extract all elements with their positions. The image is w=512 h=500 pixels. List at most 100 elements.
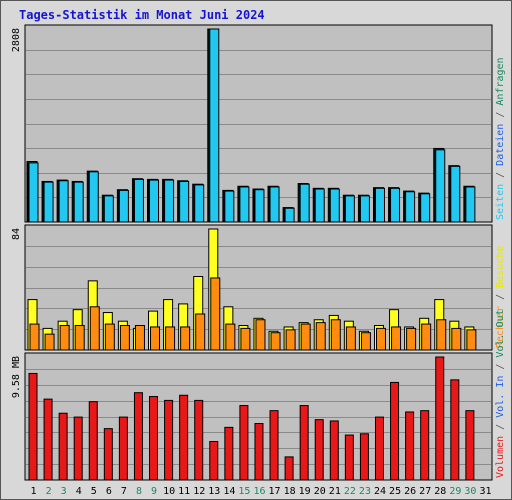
bar-rechner-26: [406, 327, 417, 351]
bar-rechner-18: [285, 329, 296, 351]
bar-seiten-8: [133, 178, 144, 223]
bar-volumen-21: [329, 420, 339, 481]
bar-volumen-3: [58, 412, 68, 481]
bar-volumen-4: [73, 416, 83, 481]
x-tick-label: 7: [121, 486, 127, 497]
x-tick-label: 9: [151, 486, 157, 497]
x-tick-label: 29: [449, 486, 461, 497]
legend-entry: Volumen: [495, 436, 506, 478]
bar-volumen-23: [359, 433, 369, 481]
x-tick-label: 30: [464, 486, 476, 497]
bar-volumen-28: [435, 356, 445, 481]
panel-middle: 84 Rechner / Besuche: [11, 224, 506, 351]
x-tick-label: 12: [193, 486, 205, 497]
bar-rechner-29: [451, 327, 462, 351]
legend-entry: /: [495, 288, 506, 306]
x-tick-label: 16: [253, 486, 265, 497]
x-tick-label: 8: [136, 486, 142, 497]
series-legend-top: Seiten / Dateien / Anfragen: [495, 57, 506, 220]
legend-entry: Vol. In: [495, 376, 506, 418]
x-tick-label: 1: [31, 486, 37, 497]
x-tick-label: 20: [314, 486, 326, 497]
bar-seiten-4: [73, 181, 84, 223]
bar-rechner-12: [195, 313, 206, 351]
bar-volumen-14: [224, 426, 234, 481]
bar-volumen-24: [374, 416, 384, 481]
legend-entry: Seiten: [495, 184, 506, 220]
legend-entry: Vol. Out: [495, 309, 506, 357]
bar-volumen-25: [390, 381, 400, 481]
bar-rechner-10: [165, 326, 176, 351]
bar-rechner-28: [436, 319, 447, 351]
x-tick-label: 28: [434, 486, 446, 497]
bar-seiten-20: [314, 188, 325, 223]
bar-rechner-9: [150, 326, 161, 351]
bar-rechner-8: [134, 325, 145, 351]
bar-seiten-21: [329, 188, 340, 223]
bar-rechner-22: [345, 326, 356, 351]
x-tick-label: 3: [61, 486, 67, 497]
bar-rechner-23: [360, 332, 371, 351]
bar-volumen-27: [420, 410, 430, 481]
bar-seiten-22: [344, 195, 355, 223]
y-max-label: 9.58 MB: [11, 356, 22, 398]
x-tick-label: 15: [238, 486, 250, 497]
bar-seiten-12: [194, 184, 205, 223]
bar-seiten-26: [405, 191, 416, 223]
bar-seiten-19: [299, 183, 310, 223]
bar-rechner-17: [270, 332, 281, 351]
series-legend-middle: Rechner / Besuche: [495, 246, 506, 348]
bar-volumen-20: [314, 419, 324, 481]
bar-rechner-19: [300, 323, 311, 351]
legend-entry: /: [495, 106, 506, 124]
bar-seiten-7: [118, 189, 129, 223]
bar-rechner-2: [44, 333, 55, 351]
bar-volumen-12: [194, 399, 204, 481]
bar-rechner-4: [74, 325, 85, 351]
bar-volumen-7: [118, 416, 128, 481]
x-tick-label: 21: [329, 486, 341, 497]
bar-volumen-29: [450, 379, 460, 481]
bar-volumen-1: [28, 372, 38, 481]
x-tick-label: 23: [359, 486, 371, 497]
bar-seiten-2: [43, 181, 54, 223]
bar-seiten-11: [179, 180, 190, 223]
bar-seiten-25: [390, 187, 401, 223]
bar-volumen-30: [465, 410, 475, 481]
bar-volumen-16: [254, 423, 264, 481]
bar-volumen-11: [179, 394, 189, 481]
bar-rechner-25: [391, 326, 402, 351]
bar-volumen-22: [344, 434, 354, 481]
bar-volumen-18: [284, 456, 294, 481]
bar-volumen-26: [405, 411, 415, 481]
bar-volumen-9: [149, 396, 159, 481]
bar-rechner-14: [225, 323, 236, 351]
legend-entry: /: [495, 418, 506, 436]
x-tick-label: 27: [419, 486, 431, 497]
x-tick-label: 4: [76, 486, 82, 497]
bar-rechner-5: [89, 306, 100, 351]
bar-rechner-3: [59, 325, 70, 351]
x-tick-label: 11: [178, 486, 190, 497]
bar-rechner-21: [330, 319, 341, 351]
x-tick-label: 25: [389, 486, 401, 497]
bar-rechner-11: [180, 326, 191, 351]
bar-seiten-13: [209, 28, 220, 223]
bar-seiten-1: [28, 162, 39, 223]
bar-seiten-28: [435, 149, 446, 223]
bar-seiten-27: [420, 193, 431, 223]
bar-seiten-15: [239, 186, 250, 223]
bar-volumen-5: [88, 401, 98, 481]
chart-title: Tages-Statistik im Monat Juni 2024: [19, 8, 265, 22]
x-tick-label: 14: [223, 486, 235, 497]
legend-entry: Dateien: [495, 124, 506, 166]
bar-seiten-30: [465, 186, 476, 223]
panel-top: 2808 Seiten / Dateien / Anfragen: [11, 24, 506, 223]
legend-entry: Rechner: [495, 306, 506, 348]
bar-volumen-17: [269, 410, 279, 481]
legend-entry: /: [495, 358, 506, 376]
bar-seiten-16: [254, 189, 265, 223]
bar-seiten-5: [88, 171, 99, 223]
y-max-label: 2808: [11, 28, 22, 52]
